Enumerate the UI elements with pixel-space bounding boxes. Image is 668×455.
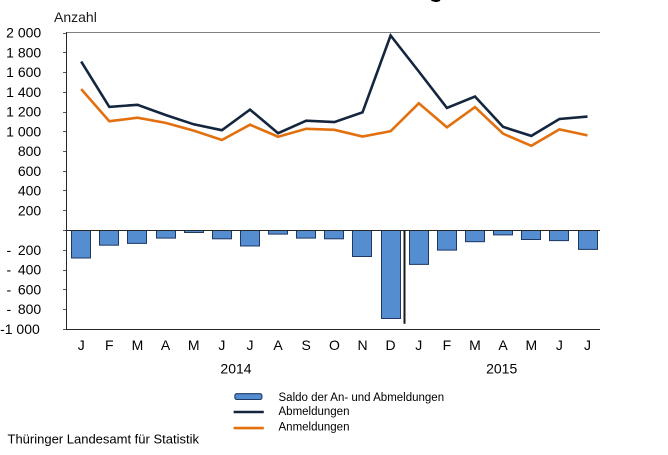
svg-text:A: A [498, 337, 508, 353]
svg-text:J: J [415, 337, 422, 353]
svg-text:M: M [469, 337, 481, 353]
svg-text:- 200: - 200 [6, 242, 41, 258]
svg-text:600: 600 [18, 163, 42, 179]
svg-text:O: O [329, 337, 340, 353]
svg-text:N: N [357, 337, 367, 353]
svg-text:M: M [132, 337, 144, 353]
svg-text:Abmeldungen: Abmeldungen [279, 406, 350, 418]
svg-text:Saldo der An- und Abmeldungen: Saldo der An- und Abmeldungen [279, 392, 445, 404]
svg-text:-1 000: -1 000 [0, 321, 40, 337]
svg-text:400: 400 [18, 183, 42, 199]
svg-text:1 000: 1 000 [6, 123, 41, 139]
svg-text:2 000: 2 000 [6, 25, 41, 41]
svg-text:J: J [78, 337, 85, 353]
svg-text:A: A [161, 337, 171, 353]
svg-text:2015: 2015 [486, 361, 517, 377]
svg-text:Anzahl: Anzahl [54, 9, 97, 25]
svg-text:- 600: - 600 [6, 281, 41, 297]
svg-text:800: 800 [18, 143, 42, 159]
svg-text:1 800: 1 800 [6, 44, 41, 60]
svg-text:M: M [188, 337, 200, 353]
svg-text:F: F [443, 337, 452, 353]
svg-text:1 600: 1 600 [6, 64, 41, 80]
svg-text:Anmeldungen: Anmeldungen [279, 421, 350, 433]
svg-text:D: D [386, 337, 396, 353]
svg-text:J: J [556, 337, 563, 353]
svg-text:F: F [105, 337, 114, 353]
svg-text:1 400: 1 400 [6, 84, 41, 100]
svg-text:M: M [525, 337, 537, 353]
svg-text:J: J [218, 337, 225, 353]
svg-text:- 800: - 800 [6, 301, 41, 317]
svg-text:- 400: - 400 [6, 262, 41, 278]
svg-text:S: S [302, 337, 311, 353]
svg-text:J: J [247, 337, 254, 353]
svg-text:A: A [273, 337, 283, 353]
svg-text:1 200: 1 200 [6, 104, 41, 120]
svg-text:J: J [584, 337, 591, 353]
svg-text:2014: 2014 [220, 361, 251, 377]
svg-text:Thüringer Landesamt für Statis: Thüringer Landesamt für Statistik [8, 432, 200, 447]
svg-text:200: 200 [18, 202, 42, 218]
